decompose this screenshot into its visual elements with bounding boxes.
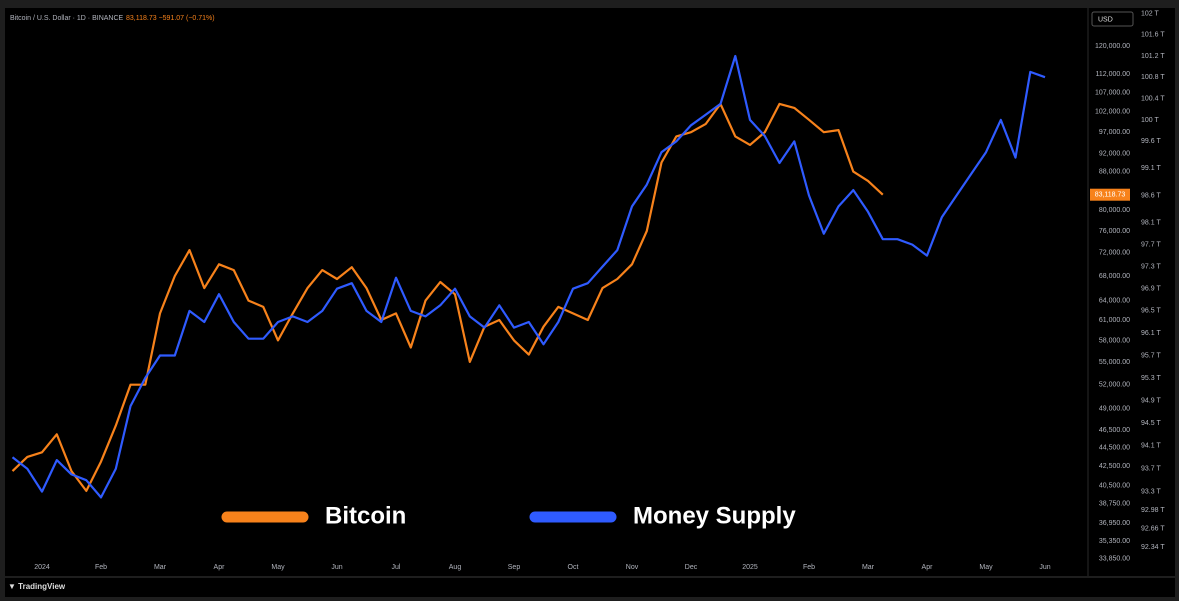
y2-tick-label: 94.5 T xyxy=(1141,420,1161,427)
y-tick-label: 92,000.00 xyxy=(1099,150,1130,157)
y2-tick-label: 92.34 T xyxy=(1141,544,1165,551)
x-tick-label: Mar xyxy=(862,564,875,571)
legend-label: Money Supply xyxy=(633,502,796,529)
x-tick-label: Feb xyxy=(95,564,107,571)
chart-panel xyxy=(5,8,1175,576)
y2-tick-label: 100.4 T xyxy=(1141,95,1165,102)
y-tick-label: 38,750.00 xyxy=(1099,501,1130,508)
y2-tick-label: 93.7 T xyxy=(1141,466,1161,473)
y-tick-label: 40,500.00 xyxy=(1099,483,1130,490)
y2-tick-label: 96.5 T xyxy=(1141,308,1161,315)
chart-title: Bitcoin / U.S. Dollar · 1D · BINANCE xyxy=(10,15,124,22)
y-tick-label: 97,000.00 xyxy=(1099,129,1130,136)
series-line xyxy=(11,54,1046,499)
branding: ▼ TradingView xyxy=(8,582,66,591)
y2-tick-label: 94.1 T xyxy=(1141,443,1161,450)
x-tick-label: Apr xyxy=(922,564,934,571)
y2-tick-label: 99.1 T xyxy=(1141,165,1161,172)
y-tick-label: 68,000.00 xyxy=(1099,273,1130,280)
y-tick-label: 49,000.00 xyxy=(1099,406,1130,413)
y2-tick-label: 97.7 T xyxy=(1141,241,1161,248)
y-tick-label: 36,950.00 xyxy=(1099,520,1130,527)
y2-tick-label: 96.1 T xyxy=(1141,330,1161,337)
x-tick-label: Jun xyxy=(331,564,342,571)
y2-tick-label: 101.2 T xyxy=(1141,53,1165,60)
y2-tick-label: 102 T xyxy=(1141,11,1159,18)
y-tick-label: 58,000.00 xyxy=(1099,337,1130,344)
y-tick-label: 35,350.00 xyxy=(1099,538,1130,545)
series-line xyxy=(11,102,884,492)
y2-tick-label: 99.6 T xyxy=(1141,138,1161,145)
y-tick-label: 46,500.00 xyxy=(1099,427,1130,434)
y-tick-label: 102,000.00 xyxy=(1095,109,1130,116)
y-tick-label: 120,000.00 xyxy=(1095,43,1130,50)
y2-tick-label: 93.3 T xyxy=(1141,488,1161,495)
y2-tick-label: 95.3 T xyxy=(1141,375,1161,382)
x-tick-label: Dec xyxy=(685,564,698,571)
legend-label: Bitcoin xyxy=(325,502,406,529)
x-tick-label: Sep xyxy=(508,564,521,571)
x-tick-label: May xyxy=(271,564,285,571)
y-tick-label: 61,000.00 xyxy=(1099,317,1130,324)
chart-subtitle: 83,118.73 −591.07 (−0.71%) xyxy=(126,15,215,22)
x-tick-label: 2025 xyxy=(742,564,758,571)
x-tick-label: 2024 xyxy=(34,564,50,571)
branding-logo: ▼ xyxy=(8,582,18,591)
y-tick-label: 72,000.00 xyxy=(1099,250,1130,257)
y-tick-label: 55,000.00 xyxy=(1099,359,1130,366)
y-tick-label: 76,000.00 xyxy=(1099,228,1130,235)
y-tick-label: 33,850.00 xyxy=(1099,555,1130,562)
y2-tick-label: 98.6 T xyxy=(1141,192,1161,199)
price-tag xyxy=(1090,188,1130,201)
currency-button[interactable] xyxy=(1091,11,1134,27)
y2-tick-label: 97.3 T xyxy=(1141,263,1161,270)
x-tick-label: Apr xyxy=(214,564,226,571)
x-tick-label: Aug xyxy=(449,564,462,571)
footer-bar xyxy=(5,578,1175,597)
branding-text: TradingView xyxy=(18,582,66,591)
y-tick-label: 52,000.00 xyxy=(1099,381,1130,388)
y2-tick-label: 96.9 T xyxy=(1141,286,1161,293)
price-tag-label: 83,118.73 xyxy=(1095,192,1126,199)
y-tick-label: 64,000.00 xyxy=(1099,297,1130,304)
y2-tick-label: 98.1 T xyxy=(1141,220,1161,227)
y2-tick-label: 95.7 T xyxy=(1141,352,1161,359)
x-tick-label: Jun xyxy=(1039,564,1050,571)
y2-tick-label: 101.6 T xyxy=(1141,32,1165,39)
x-tick-label: Jul xyxy=(392,564,401,571)
y2-tick-label: 94.9 T xyxy=(1141,397,1161,404)
x-tick-label: Nov xyxy=(626,564,639,571)
y-tick-label: 112,000.00 xyxy=(1095,71,1130,78)
currency-label[interactable]: USD xyxy=(1098,16,1113,23)
y2-tick-label: 100 T xyxy=(1141,117,1159,124)
x-tick-label: Feb xyxy=(803,564,815,571)
y-tick-label: 80,000.00 xyxy=(1099,207,1130,214)
y-tick-label: 88,000.00 xyxy=(1099,168,1130,175)
y-tick-label: 44,500.00 xyxy=(1099,445,1130,452)
x-tick-label: Oct xyxy=(568,564,579,571)
x-tick-label: May xyxy=(979,564,993,571)
y-tick-label: 42,500.00 xyxy=(1099,463,1130,470)
y2-tick-label: 92.66 T xyxy=(1141,525,1165,532)
x-tick-label: Mar xyxy=(154,564,167,571)
y2-tick-label: 92.98 T xyxy=(1141,507,1165,514)
y2-tick-label: 100.8 T xyxy=(1141,74,1165,81)
y-tick-label: 107,000.00 xyxy=(1095,89,1130,96)
